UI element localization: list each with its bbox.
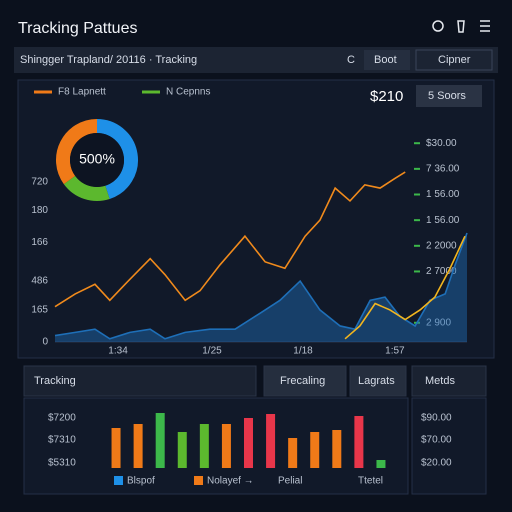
y-tick-label: 166: [31, 237, 48, 248]
donut-segment: [63, 175, 110, 201]
bar: [266, 414, 276, 468]
y-tick-label: 165: [31, 305, 48, 316]
app-title: Tracking Pattues: [18, 20, 137, 37]
donut-segment: [56, 119, 98, 185]
legend-label: Ttetel: [358, 476, 383, 487]
y2-tick-label: 2 2000: [426, 240, 457, 251]
y-tick-label: 486: [31, 276, 48, 287]
y2-tick-label: 2 900: [426, 317, 451, 328]
tab[interactable]: [263, 365, 347, 397]
y2-tick-label: 1 56.00: [426, 189, 460, 200]
y-tick-label: 180: [31, 205, 48, 216]
tab-label[interactable]: Metds: [425, 375, 455, 387]
tab-label[interactable]: Lagrats: [358, 375, 395, 387]
bar: [310, 432, 320, 468]
bar: [199, 424, 209, 468]
legend-label: F8 Lapnett: [58, 87, 106, 98]
button[interactable]: [416, 85, 482, 107]
tab[interactable]: [411, 365, 487, 397]
y-tick-label: $7310: [48, 435, 76, 446]
dropdown-label[interactable]: Cipner: [438, 54, 471, 66]
dropdown[interactable]: [415, 49, 493, 71]
x-tick-label: 1/25: [202, 346, 222, 357]
line: [54, 232, 468, 340]
y2-tick-label: $20.00: [421, 458, 452, 469]
y2-tick-label: $70.00: [421, 435, 452, 446]
bar: [221, 424, 231, 468]
breadcrumb: Shingger Trapland/ 20116 · Tracking: [20, 54, 197, 66]
donut-segment: [96, 119, 138, 199]
legend-label: N Cepnns: [166, 87, 210, 98]
button[interactable]: [364, 50, 410, 70]
button-boot[interactable]: Boot: [374, 54, 397, 66]
line: [54, 171, 406, 308]
side-panel: [411, 397, 487, 495]
bar: [332, 430, 342, 468]
x-tick-label: 1:34: [108, 346, 128, 357]
bar: [244, 418, 253, 468]
bar: [288, 438, 298, 468]
area: [55, 232, 467, 342]
bar: [133, 424, 143, 468]
amount: $210: [370, 88, 403, 105]
bar: [354, 416, 364, 468]
legend-label: Pelial: [278, 476, 302, 487]
tab-label[interactable]: Frecaling: [280, 375, 325, 387]
bar: [376, 460, 386, 468]
bar: [111, 428, 121, 468]
tab-label[interactable]: Tracking: [34, 375, 76, 387]
donut-hole: [70, 133, 124, 187]
donut-label: 500%: [79, 151, 115, 167]
y-tick-label: $7200: [48, 413, 76, 424]
y2-tick-label: $90.00: [421, 413, 452, 424]
legend-label: Blspof: [127, 476, 155, 487]
line: [344, 235, 466, 340]
legend-swatch: [114, 476, 123, 485]
tab[interactable]: [23, 365, 257, 397]
tab[interactable]: [349, 365, 407, 397]
x-tick-label: 1:57: [385, 346, 405, 357]
x-tick-label: 1/18: [293, 346, 313, 357]
bar: [155, 413, 165, 468]
y-tick-label: 0: [42, 337, 48, 348]
y2-tick-label: 7 36.00: [426, 163, 460, 174]
legend-label: Nolayef →: [207, 476, 254, 487]
bar: [177, 432, 187, 468]
y2-tick-label: 1 56.00: [426, 215, 460, 226]
bar-panel: [23, 397, 409, 495]
legend-swatch: [194, 476, 203, 485]
y-tick-label: 720: [31, 176, 48, 187]
button-c[interactable]: C: [347, 54, 355, 66]
y2-tick-label: $30.00: [426, 138, 457, 149]
button-label[interactable]: 5 Soors: [428, 90, 466, 102]
header-icons[interactable]: [432, 20, 490, 33]
y-tick-label: $5310: [48, 458, 76, 469]
y2-tick-label: 2 7000: [426, 266, 457, 277]
